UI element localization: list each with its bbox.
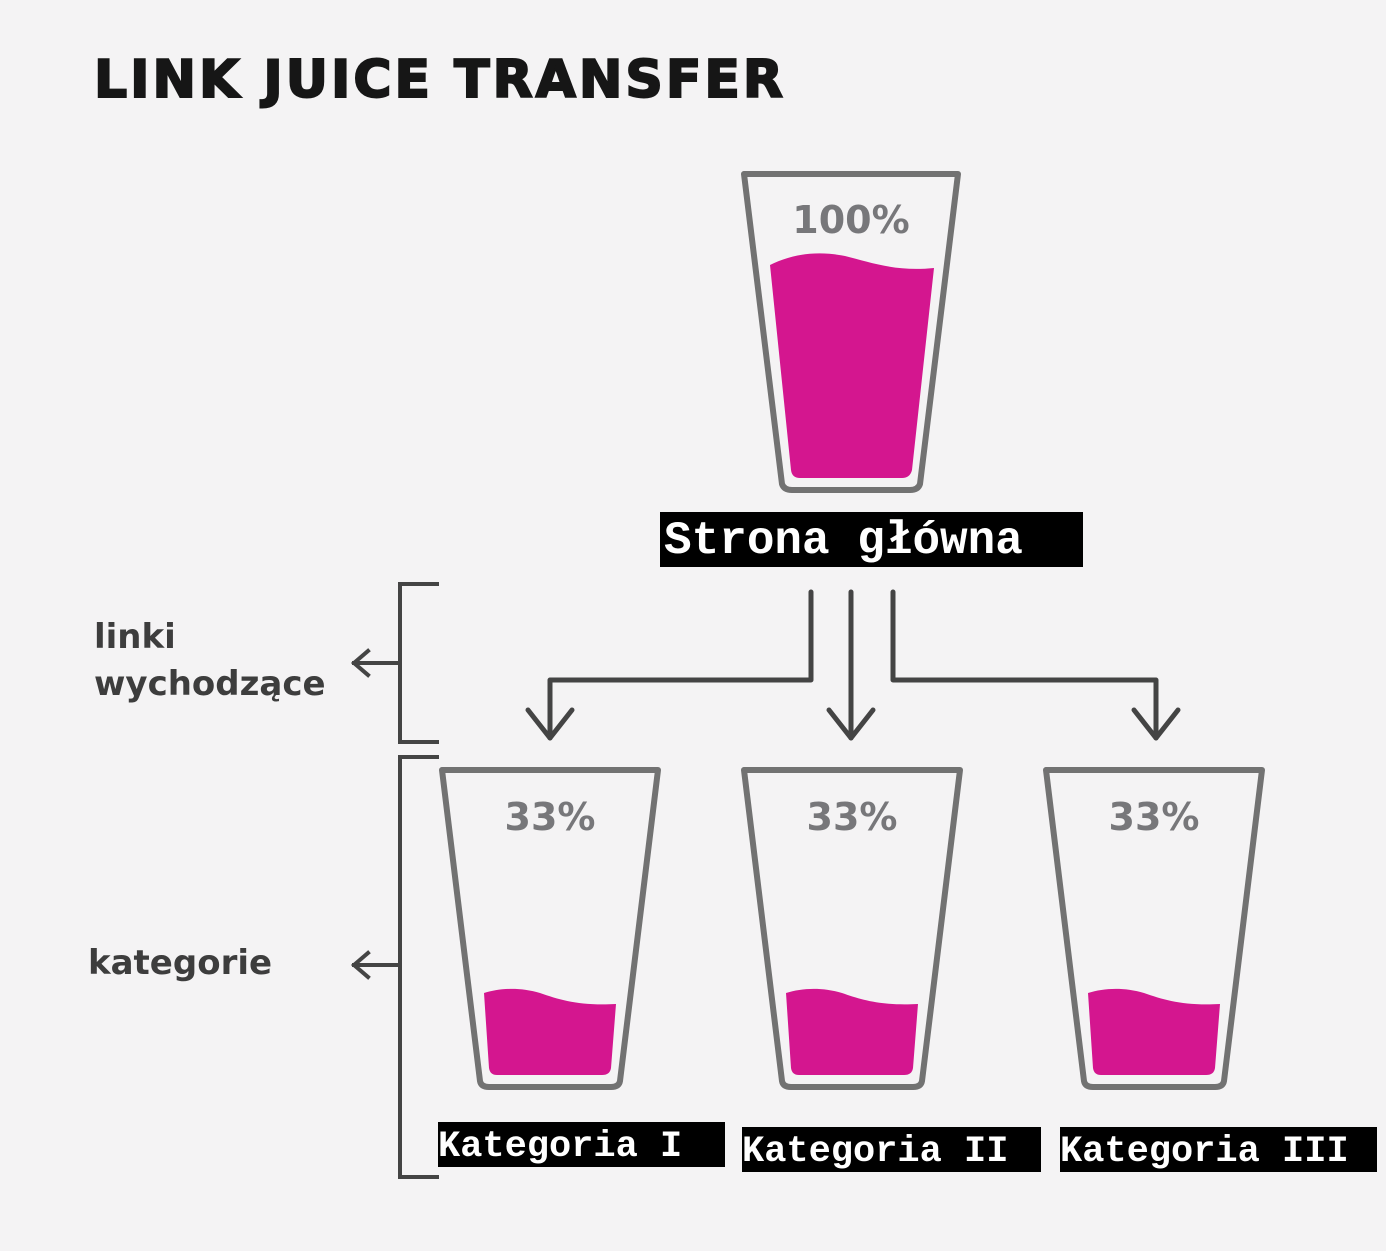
home-glass: 100% xyxy=(741,171,961,493)
category-glass-2: 33% xyxy=(741,767,963,1090)
category-glass-3-juice xyxy=(1088,988,1220,1075)
home-glass-percent: 100% xyxy=(792,198,909,242)
home-glass-outline xyxy=(741,171,961,493)
category-3-label: Kategoria III xyxy=(1060,1127,1377,1172)
arrowhead-category-1 xyxy=(525,707,575,741)
outgoing-links-label-line-2: wychodzące xyxy=(94,664,326,704)
category-glass-3: 33% xyxy=(1043,767,1265,1090)
category-glass-2-juice xyxy=(786,988,918,1075)
category-1-label: Kategoria I xyxy=(438,1122,725,1167)
home-page-label: Strona główna xyxy=(660,512,1083,567)
category-glass-2-percent: 33% xyxy=(807,795,898,839)
outgoing-links-label: linki wychodzące xyxy=(94,614,326,708)
outgoing-link-arrows xyxy=(525,589,1181,741)
diagram-title: LINK JUICE TRANSFER xyxy=(93,49,786,111)
bracket-categories xyxy=(398,755,439,1179)
category-glass-1-juice xyxy=(484,988,616,1075)
category-glass-1-percent: 33% xyxy=(505,795,596,839)
category-glass-3-outline xyxy=(1043,767,1265,1090)
category-glass-3-percent: 33% xyxy=(1109,795,1200,839)
category-2-label: Kategoria II xyxy=(742,1127,1041,1172)
pointer-arrow-outgoing-links xyxy=(350,648,400,678)
bracket-outgoing-links xyxy=(398,582,439,744)
pointer-arrow-categories xyxy=(350,950,400,980)
category-glass-1-outline xyxy=(439,767,661,1090)
home-glass-juice xyxy=(770,253,934,478)
side-brackets xyxy=(350,582,439,1179)
arrowhead-category-2 xyxy=(826,707,876,741)
category-glass-1: 33% xyxy=(439,767,661,1090)
arrow-to-category-1 xyxy=(547,589,814,741)
arrow-to-category-3 xyxy=(890,589,1159,741)
arrowhead-category-3 xyxy=(1131,707,1181,741)
outgoing-links-label-line-1: linki xyxy=(94,617,176,657)
category-glass-2-outline xyxy=(741,767,963,1090)
categories-side-label: kategorie xyxy=(88,943,273,983)
